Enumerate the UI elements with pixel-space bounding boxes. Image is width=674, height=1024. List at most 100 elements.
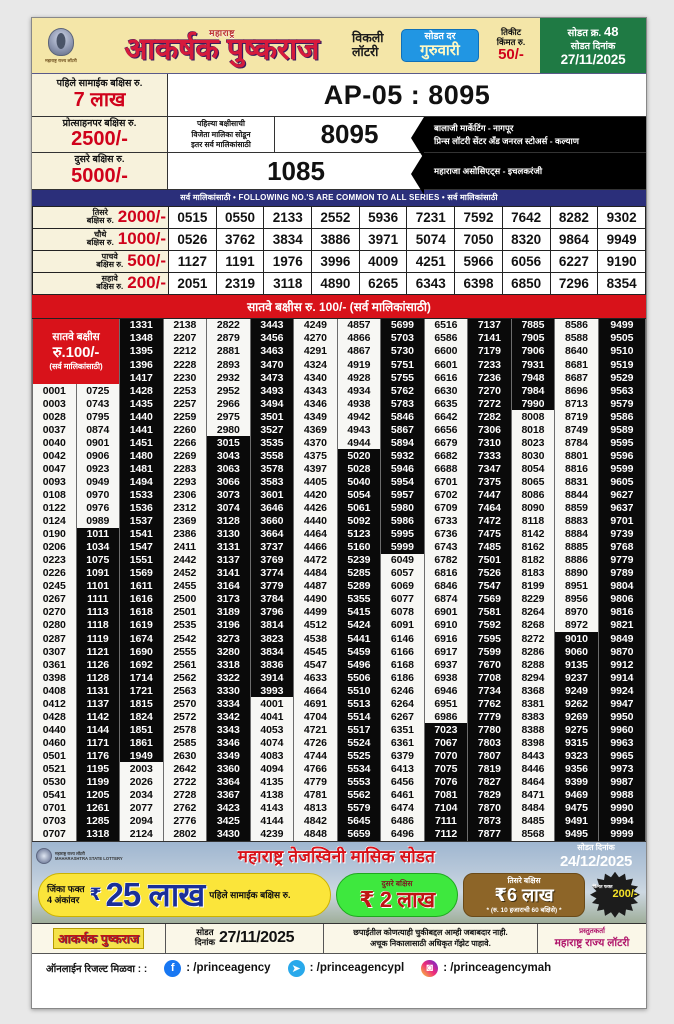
grid-number-cell: 5730: [380, 344, 425, 359]
promo-date-label: सोडत दिनांक: [577, 842, 615, 852]
grid-number-cell: 1949: [119, 749, 164, 763]
grid-number-cell: 4813: [293, 801, 338, 815]
grid-number-cell: 9237: [554, 671, 599, 685]
grid-number-cell: 6916: [423, 632, 469, 646]
grid-number-cell: 2728: [162, 788, 208, 802]
grid-number-cell: 4867: [336, 344, 382, 359]
grid-number-cell: 8286: [510, 645, 556, 659]
grid-number-cell: 8844: [554, 488, 599, 502]
grid-number-cell: 9950: [597, 710, 646, 724]
grid-number-cell: 4349: [293, 410, 338, 424]
prize-number-cell: 3971: [358, 227, 408, 251]
consolation-agent-2: प्रिन्स लॉटरी सेंटर अँड जनरल स्टोअर्स - …: [434, 135, 579, 146]
grid-number-cell: 5999: [380, 540, 425, 554]
grid-number-cell: 1331: [119, 318, 164, 332]
grid-number-cell: 9505: [597, 331, 646, 345]
grid-number-cell: 5510: [336, 684, 382, 698]
grid-number-cell: 3130: [206, 527, 251, 541]
grid-number-cell: 3473: [249, 371, 295, 385]
grid-number-cell: 6616: [423, 371, 469, 385]
grid-number-cell: 9595: [597, 436, 646, 450]
prize-number-cell: 7642: [501, 205, 551, 229]
grid-number-cell: 8883: [554, 514, 599, 528]
grid-number-cell: 1451: [119, 436, 164, 450]
grid-number-cell: 6733: [423, 514, 469, 528]
grid-number-cell: 2535: [162, 618, 208, 632]
grid-number-cell: 9739: [597, 527, 646, 541]
grid-number-cell: 8368: [510, 684, 556, 698]
grid-number-cell: 3664: [249, 527, 295, 541]
grid-number-cell: 8713: [554, 397, 599, 411]
grid-number-cell: 3173: [206, 592, 251, 606]
instagram-icon[interactable]: ◙: [421, 959, 439, 977]
grid-number-cell: 8859: [554, 501, 599, 515]
grid-number-cell: 2578: [162, 723, 208, 737]
grid-number-cell: 2893: [206, 358, 251, 372]
grid-number-cell: 1441: [119, 423, 164, 437]
grid-number-cell: 2212: [162, 344, 208, 359]
promo-logo-caption-2: MAHARASHTRA STATE LOTTERY: [55, 855, 123, 861]
grid-number-cell: 0398: [32, 671, 77, 685]
promo-date-block: सोडत दिनांक 24/12/2025: [550, 842, 642, 870]
grid-number-cell: 6702: [423, 488, 469, 502]
grid-number-cell: 7472: [467, 514, 512, 528]
grid-number-cell: 7464: [467, 501, 512, 515]
grid-number-cell: 0108: [32, 488, 77, 502]
consolation-label-cell: प्रोत्साहनपर बक्षिस रु. 2500/-: [32, 117, 168, 153]
grid-number-cell: 2642: [162, 762, 208, 776]
seventh-prize-label-a: सातवे बक्षीस: [52, 330, 100, 343]
grid-number-cell: 3196: [206, 618, 251, 632]
grid-number-cell: 2207: [162, 331, 208, 345]
telegram-icon[interactable]: ➤: [287, 959, 305, 977]
grid-number-cell: 1721: [119, 684, 164, 698]
seventh-prize-label-cell: सातवे बक्षीस रु.100/- (सर्व मालिकांसाठी): [32, 318, 121, 385]
grid-number-cell: 6166: [380, 645, 425, 659]
grid-number-cell: 4538: [293, 632, 338, 646]
social-link[interactable]: f: /princeagency: [164, 959, 271, 977]
grid-row: 0124 0989 1537 2369 3128 3660 4440 5092 5986 6733…: [32, 514, 646, 528]
state-emblem-icon: [48, 27, 74, 56]
grid-number-cell: 5751: [380, 358, 425, 372]
grid-number-cell: 1480: [119, 449, 164, 463]
grid-number-cell: 5424: [336, 618, 382, 632]
grid-number-cell: 2269: [162, 449, 208, 463]
consolation-agent-box: बालाजी मार्केटिंग - नागपूर प्रिन्स लॉटरी…: [411, 117, 646, 160]
grid-number-cell: 5932: [380, 449, 425, 463]
grid-number-cell: 2561: [162, 658, 208, 672]
grid-number-cell: 5513: [336, 697, 382, 711]
grid-number-cell: 7877: [467, 827, 512, 841]
grid-row: 0521 1195 2003 2642 3360 4094 4766 5534 6413 7075…: [32, 762, 646, 776]
grid-number-cell: 0028: [32, 410, 77, 424]
grid-number-cell: 4944: [336, 436, 382, 450]
grid-number-cell: 2455: [162, 579, 208, 593]
grid-number-cell: 6246: [380, 684, 425, 698]
grid-number-cell: 2260: [162, 423, 208, 437]
grid-number-cell: 0923: [75, 462, 121, 476]
grid-number-cell: 9999: [597, 827, 646, 841]
prize-number-cell: 1127: [168, 249, 217, 273]
footer-disclaimer-cell: छपाईतील कोणत्याही चुकीबद्दल आम्ही जबाबदा…: [324, 923, 538, 953]
grid-number-cell: 6351: [380, 723, 425, 737]
grid-row: 0530 1199 2026 2722 3364 4135 4779 5553 6456 7076…: [32, 775, 646, 789]
grid-number-cell: 4346: [293, 397, 338, 411]
prize-number-cell: 3118: [263, 271, 313, 295]
grid-number-cell: 1195: [75, 762, 121, 776]
footer-date-label: सोडत दिनांक: [194, 927, 215, 948]
grid-number-cell: 0280: [32, 618, 77, 632]
second-prize-label-cell: दुसरे बक्षिस रु. 5000/-: [32, 153, 168, 189]
grid-number-cell: 9990: [597, 801, 646, 815]
grid-number-cell: 2442: [162, 553, 208, 567]
social-link[interactable]: ➤: /princeagencypl: [287, 959, 404, 977]
social-link[interactable]: ◙: /princeagencymah: [421, 959, 551, 977]
grid-number-cell: 1171: [75, 736, 121, 750]
grid-number-cell: 6146: [380, 632, 425, 646]
grid-number-cell: 3189: [206, 605, 251, 619]
facebook-icon[interactable]: f: [164, 959, 182, 977]
grid-number-cell: 7067: [423, 736, 469, 750]
grid-number-cell: 3367: [206, 788, 251, 802]
grid-number-cell: 3342: [206, 710, 251, 724]
grid-number-cell: 8162: [510, 540, 556, 554]
grid-number-cell: 0874: [75, 423, 121, 437]
grid-row: 0206 1034 1547 2411 3131 3737 4466 5160 5999 6743…: [32, 540, 646, 554]
grid-number-cell: 3583: [249, 475, 295, 489]
